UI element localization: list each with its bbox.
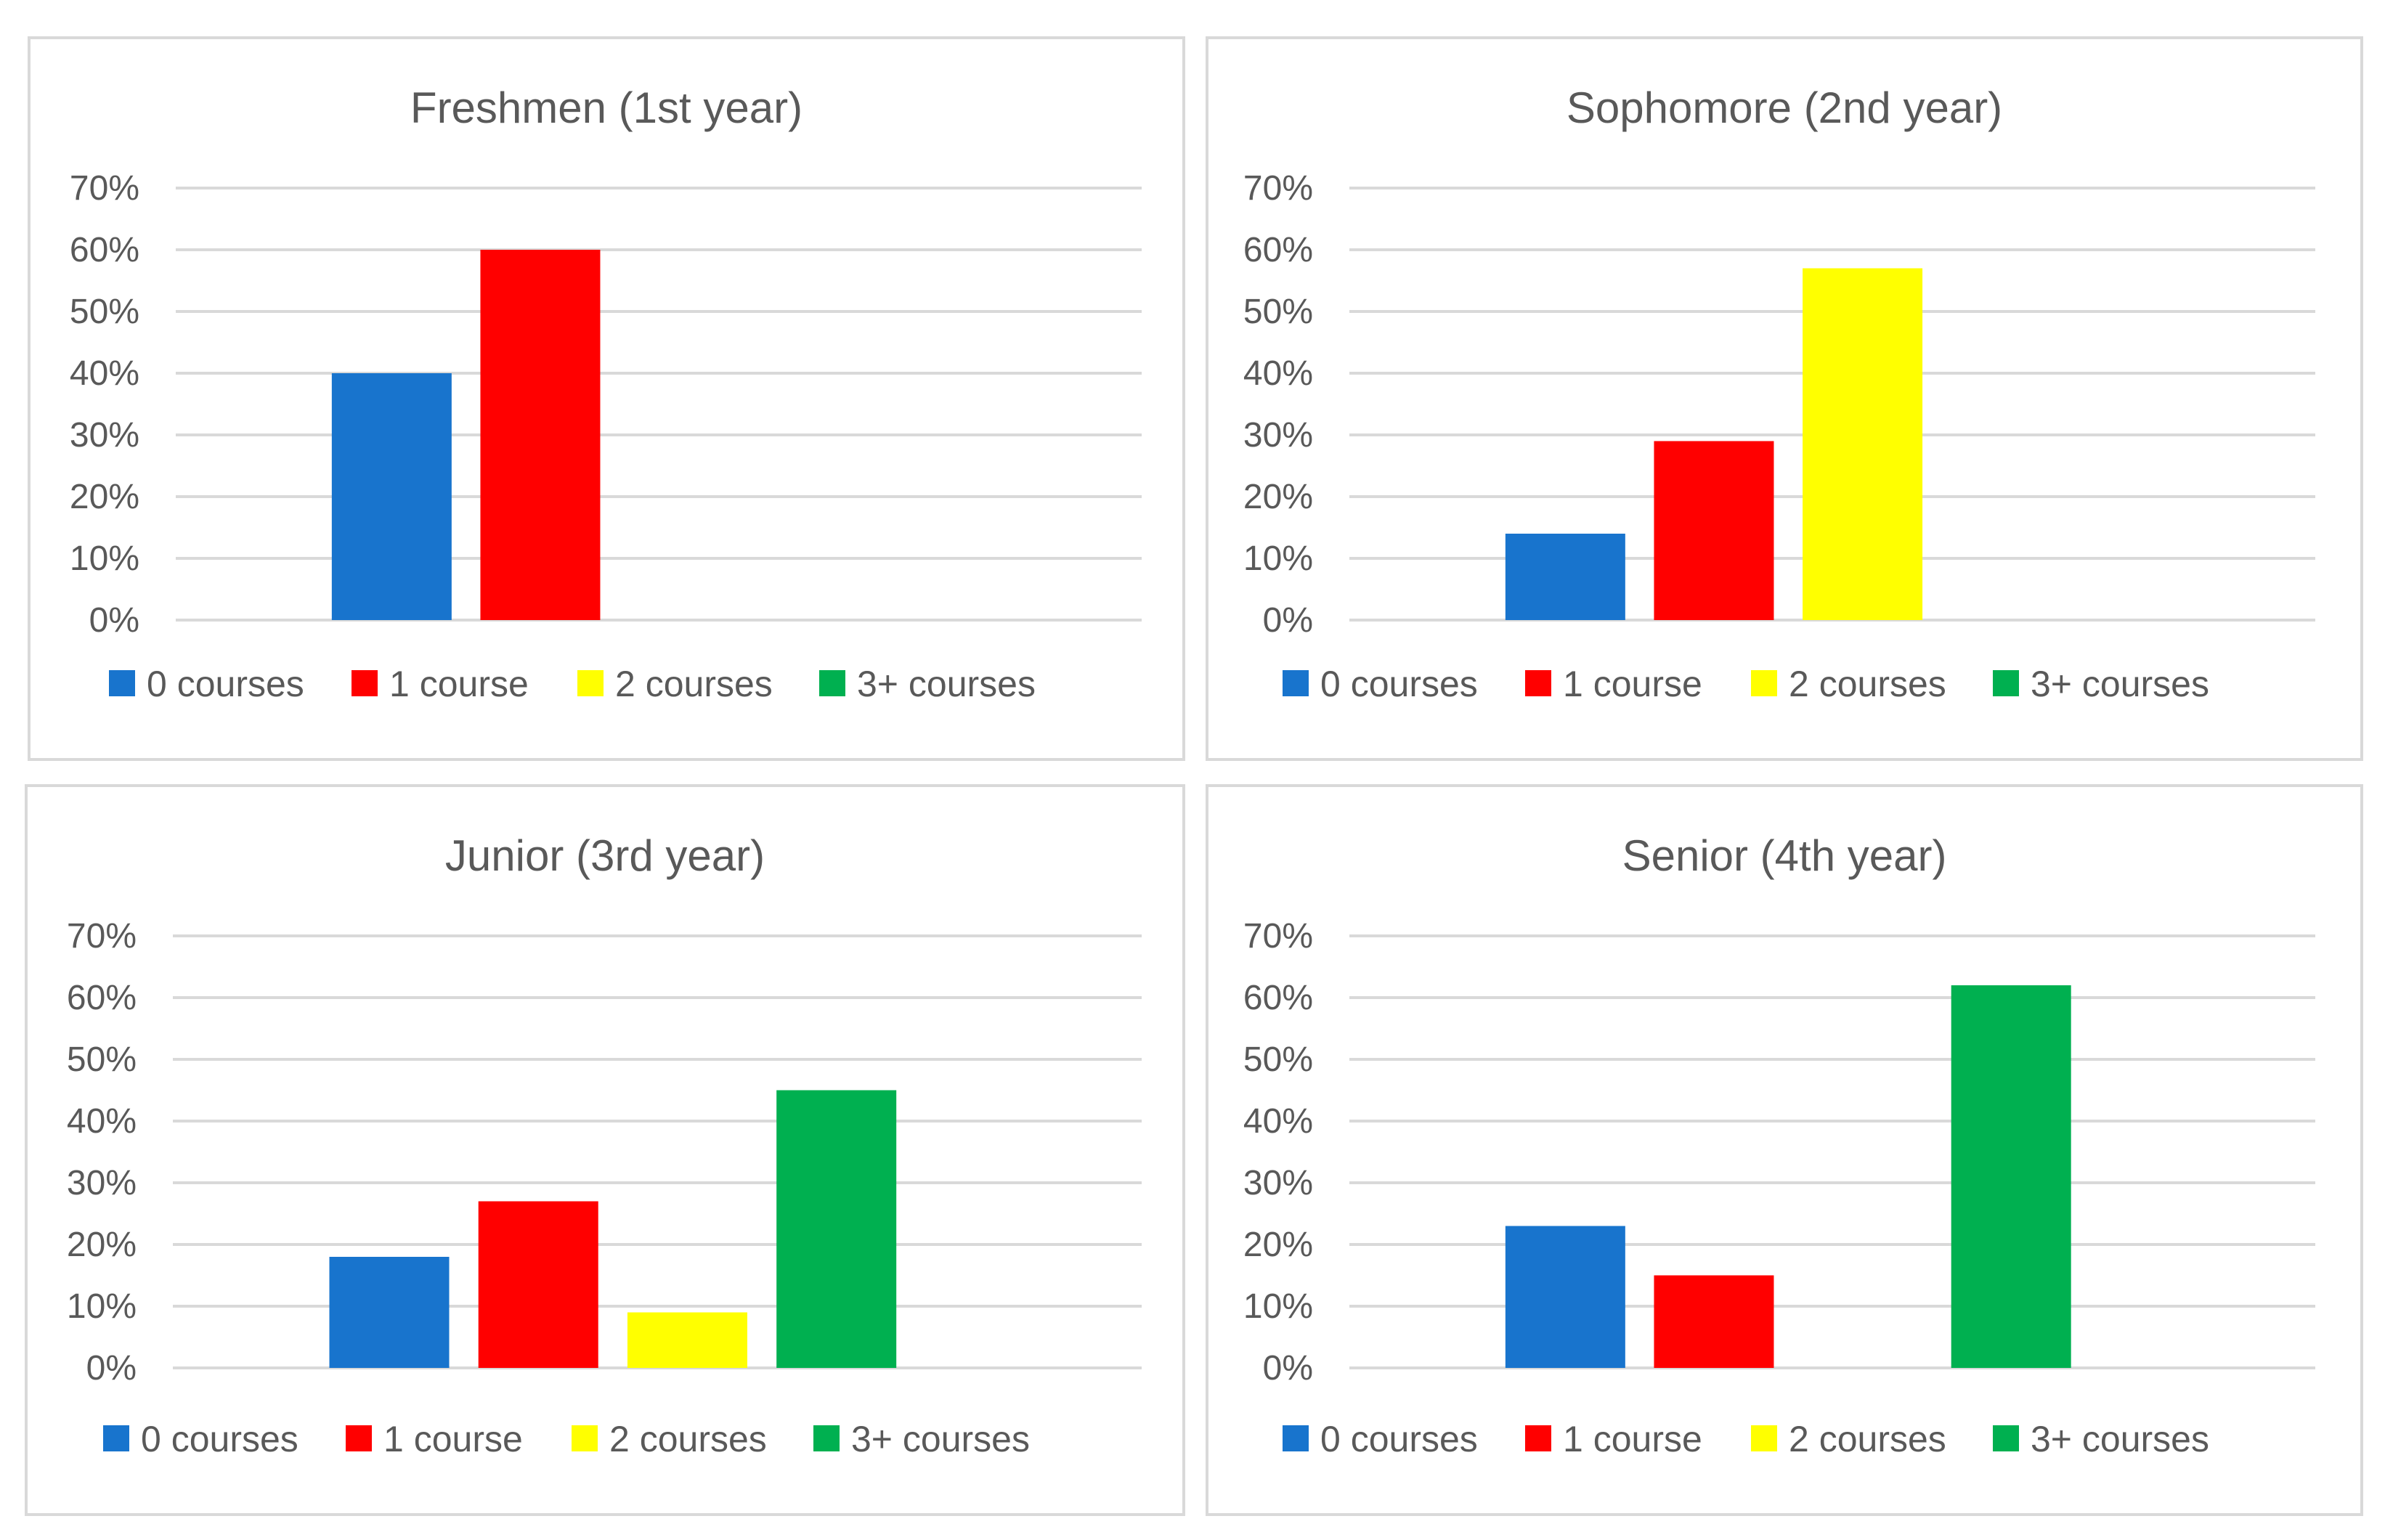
chart-svg: Senior (4th year) 0% 10% 20% 30% 40% 50% 60% 70%… — [1243, 831, 2315, 1459]
y-tick-label: 70% — [67, 917, 137, 956]
y-tick-label: 60% — [1243, 231, 1313, 269]
y-tick-label: 30% — [70, 416, 139, 455]
y-tick-label: 60% — [70, 231, 139, 269]
y-tick-label: 40% — [1243, 1102, 1313, 1141]
legend-label: 3+ courses — [2031, 664, 2209, 704]
y-tick-label: 60% — [1243, 979, 1313, 1017]
legend-label: 2 courses — [1789, 664, 1946, 704]
y-tick-label: 50% — [67, 1040, 137, 1079]
legend-swatch — [1751, 670, 1777, 696]
legend-label: 3+ courses — [2031, 1419, 2209, 1459]
legend-swatch — [1993, 1425, 2019, 1451]
bar-1-course — [1654, 1275, 1774, 1368]
y-tick-label: 20% — [1243, 478, 1313, 516]
y-tick-label: 20% — [70, 478, 139, 516]
legend-label: 3+ courses — [857, 664, 1036, 704]
legend-label: 0 courses — [1320, 664, 1478, 704]
chart-title: Junior (3rd year) — [445, 831, 765, 880]
chart-title: Senior (4th year) — [1622, 831, 1947, 880]
legend-label: 1 course — [1563, 1419, 1702, 1459]
y-tick-label: 10% — [70, 539, 139, 578]
legend-swatch — [346, 1425, 372, 1451]
legend-label: 0 courses — [1320, 1419, 1478, 1459]
y-tick-label: 0% — [89, 601, 139, 640]
y-tick-label: 0% — [1263, 1349, 1313, 1388]
y-tick-label: 10% — [67, 1287, 137, 1326]
y-tick-label: 30% — [67, 1164, 137, 1202]
legend-swatch — [1525, 1425, 1551, 1451]
legend-label: 1 course — [383, 1419, 523, 1459]
legend-swatch — [1993, 670, 2019, 696]
legend-swatch — [819, 670, 845, 696]
y-tick-label: 20% — [67, 1226, 137, 1264]
y-tick-label: 10% — [1243, 1287, 1313, 1326]
legend-label: 2 courses — [615, 664, 773, 704]
bar-1-course — [478, 1201, 598, 1368]
chart-panel-sophomore: Sophomore (2nd year) 0% 10% 20% 30% 40% 50% 60%… — [1206, 36, 2363, 761]
y-tick-label: 70% — [1243, 169, 1313, 208]
chart-title: Sophomore (2nd year) — [1567, 83, 2002, 132]
legend-label: 0 courses — [141, 1419, 298, 1459]
y-tick-label: 50% — [70, 293, 139, 331]
legend-label: 2 courses — [1789, 1419, 1946, 1459]
legend-label: 0 courses — [147, 664, 304, 704]
y-tick-label: 50% — [1243, 293, 1313, 331]
legend-label: 1 course — [389, 664, 529, 704]
bar-1-course — [480, 250, 601, 620]
legend-swatch — [109, 670, 135, 696]
legend-swatch — [352, 670, 378, 696]
y-tick-label: 0% — [86, 1349, 137, 1388]
bar-2-courses — [1803, 268, 1923, 620]
chart-panel-senior: Senior (4th year) 0% 10% 20% 30% 40% 50% 60% 70%… — [1206, 784, 2363, 1516]
bar-0-courses — [1505, 1226, 1625, 1368]
chart-svg: Freshmen (1st year) 0% 10% 20% 30% 40% 50% 60% 7… — [70, 83, 1142, 704]
legend-swatch — [813, 1425, 840, 1451]
y-tick-label: 70% — [70, 169, 139, 208]
y-tick-label: 40% — [67, 1102, 137, 1141]
legend-label: 1 course — [1563, 664, 1702, 704]
legend-swatch — [1283, 670, 1309, 696]
chart-panel-junior: Junior (3rd year) 0% 10% 20% 30% 40% 50% 60% 70%… — [25, 784, 1185, 1516]
legend-swatch — [1751, 1425, 1777, 1451]
y-tick-label: 30% — [1243, 1164, 1313, 1202]
y-tick-label: 70% — [1243, 917, 1313, 956]
bar-3-courses — [1951, 985, 2071, 1368]
legend-swatch — [1525, 670, 1551, 696]
legend-label: 2 courses — [609, 1419, 767, 1459]
bar-1-course — [1654, 441, 1774, 620]
bar-0-courses — [329, 1257, 450, 1368]
bar-0-courses — [1505, 534, 1625, 620]
bar-3-courses — [776, 1090, 897, 1368]
y-tick-label: 50% — [1243, 1040, 1313, 1079]
y-tick-label: 40% — [1243, 354, 1313, 393]
y-tick-label: 10% — [1243, 539, 1313, 578]
y-tick-label: 60% — [67, 979, 137, 1017]
chart-svg: Junior (3rd year) 0% 10% 20% 30% 40% 50% 60% 70%… — [67, 831, 1142, 1459]
chart-svg: Sophomore (2nd year) 0% 10% 20% 30% 40% 50% 60%… — [1243, 83, 2315, 704]
y-tick-label: 20% — [1243, 1226, 1313, 1264]
y-tick-label: 40% — [70, 354, 139, 393]
bar-0-courses — [331, 373, 452, 620]
bar-2-courses — [627, 1312, 747, 1368]
legend-label: 3+ courses — [851, 1419, 1030, 1459]
legend-swatch — [1283, 1425, 1309, 1451]
y-tick-label: 0% — [1263, 601, 1313, 640]
chart-panel-freshmen: Freshmen (1st year) 0% 10% 20% 30% 40% 50% 60% 7… — [28, 36, 1185, 761]
legend-swatch — [577, 670, 604, 696]
legend-swatch — [572, 1425, 598, 1451]
legend-swatch — [103, 1425, 129, 1451]
y-tick-label: 30% — [1243, 416, 1313, 455]
chart-title: Freshmen (1st year) — [410, 83, 803, 132]
